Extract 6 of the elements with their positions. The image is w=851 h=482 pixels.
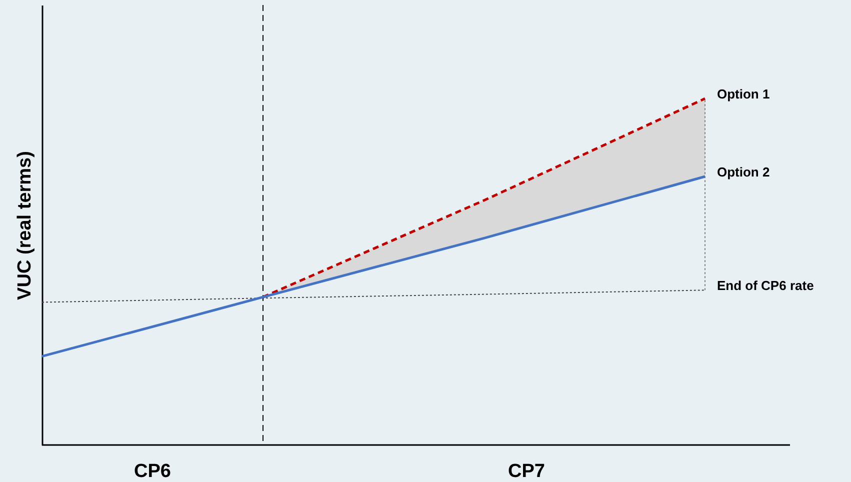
series-label: End of CP6 rate	[717, 278, 814, 294]
text: CP6	[134, 461, 171, 482]
series-label: Option 2	[717, 164, 770, 180]
series-label: Option 1	[717, 86, 770, 102]
text: CP7	[508, 461, 545, 482]
y-axis-title: VUC (real terms)	[14, 151, 36, 300]
